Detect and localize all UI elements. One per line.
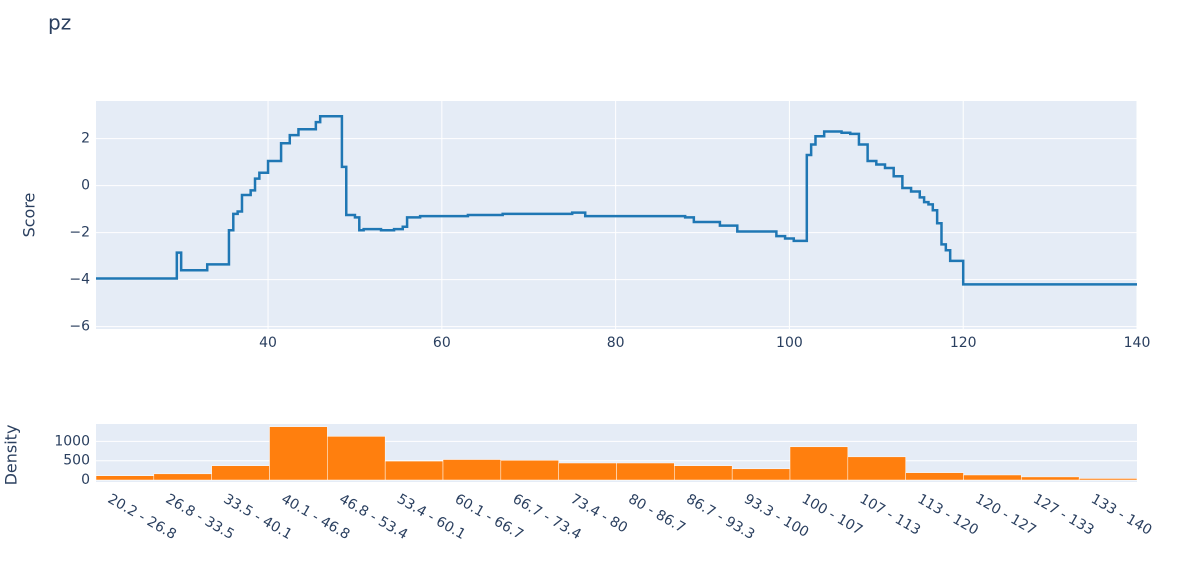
y-tick-label: 500 bbox=[63, 453, 90, 469]
x-tick-label: 40 bbox=[259, 335, 277, 351]
x-tick-label: 100 bbox=[776, 335, 803, 351]
bar bbox=[1021, 476, 1080, 481]
y-tick-label: 1000 bbox=[54, 433, 90, 449]
bar bbox=[847, 456, 906, 481]
score-line bbox=[96, 115, 1137, 286]
chart-title: pz bbox=[48, 11, 71, 35]
x-tick-label: 100 - 107 bbox=[799, 491, 865, 539]
x-tick-label: 107 - 113 bbox=[857, 491, 923, 539]
x-tick-label: 60 bbox=[433, 335, 451, 351]
y-tick-label: 2 bbox=[81, 131, 90, 147]
x-tick-label: 113 - 120 bbox=[915, 491, 981, 539]
bar bbox=[500, 460, 559, 481]
y-tick-label: 0 bbox=[81, 178, 90, 194]
bar bbox=[95, 475, 155, 481]
x-tick-label: 140 bbox=[1124, 335, 1151, 351]
x-tick-label: 133 - 140 bbox=[1088, 491, 1154, 539]
y-axis-title: Density bbox=[2, 425, 21, 486]
bar bbox=[905, 472, 964, 481]
x-tick-label: 120 - 127 bbox=[972, 491, 1038, 539]
bar bbox=[211, 465, 270, 481]
bar bbox=[1078, 478, 1138, 481]
bar bbox=[327, 436, 386, 481]
x-tick-label: 80 bbox=[607, 335, 625, 351]
bar bbox=[153, 473, 212, 481]
bar bbox=[616, 462, 675, 481]
bar bbox=[269, 426, 328, 481]
x-tick-label: 80 - 86.7 bbox=[625, 491, 688, 536]
bar bbox=[442, 459, 502, 481]
y-axis-title: Score bbox=[20, 193, 39, 238]
y-tick-label: 0 bbox=[81, 472, 90, 488]
bar bbox=[731, 468, 791, 481]
x-tick-label: 127 - 133 bbox=[1030, 491, 1096, 539]
y-tick-label: −6 bbox=[69, 319, 90, 335]
bar bbox=[963, 474, 1022, 481]
x-tick-label: 120 bbox=[950, 335, 977, 351]
y-tick-label: −2 bbox=[69, 225, 90, 241]
bar bbox=[789, 446, 849, 481]
y-tick-label: −4 bbox=[69, 272, 90, 288]
bar bbox=[384, 460, 444, 481]
bar bbox=[674, 465, 733, 481]
bar bbox=[558, 462, 617, 481]
